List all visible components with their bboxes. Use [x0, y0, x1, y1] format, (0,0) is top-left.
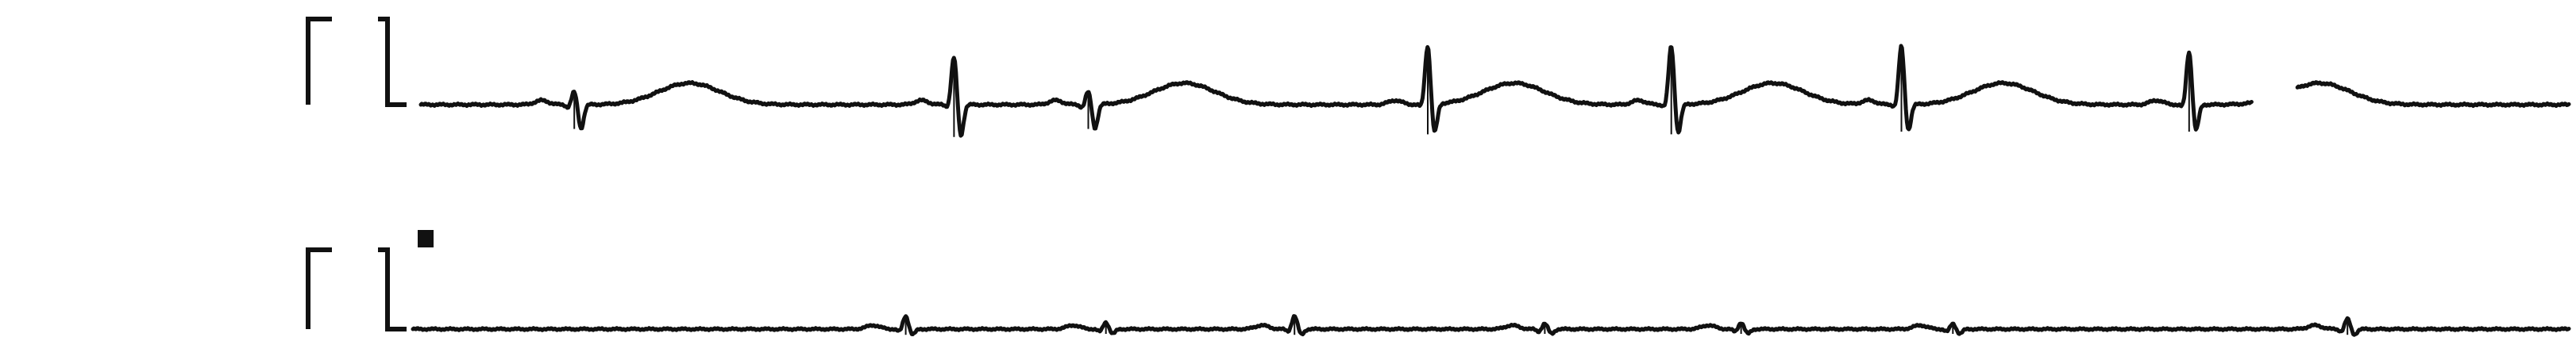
calibration-pulse: [306, 17, 332, 105]
calibration-pulse-right: [378, 17, 407, 107]
ecg-strip-1: [306, 17, 2571, 138]
ecg-trace-line: [411, 314, 2571, 337]
ecg-trace-line: [418, 44, 2571, 138]
ecg-strip-2: [306, 230, 2571, 337]
lead-marker: [418, 230, 434, 247]
calibration-pulse-right: [378, 247, 407, 331]
calibration-pulse: [306, 247, 332, 329]
